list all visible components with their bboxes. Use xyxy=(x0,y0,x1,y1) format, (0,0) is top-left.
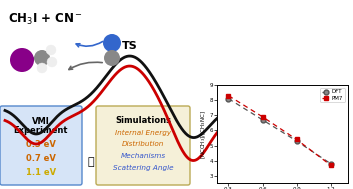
Circle shape xyxy=(47,57,57,67)
Y-axis label: [NCCH$_3$]/[CH$_3$NC]: [NCCH$_3$]/[CH$_3$NC] xyxy=(199,110,208,159)
Text: Distribution: Distribution xyxy=(122,141,164,147)
Circle shape xyxy=(253,119,275,141)
Circle shape xyxy=(34,50,50,66)
Circle shape xyxy=(296,116,308,128)
Text: Internal Energy: Internal Energy xyxy=(115,130,171,136)
Circle shape xyxy=(103,34,121,52)
Text: 0.3 eV: 0.3 eV xyxy=(26,140,56,149)
Text: Scattering Angle: Scattering Angle xyxy=(113,165,173,171)
DFT xyxy=(261,119,265,121)
DFT xyxy=(294,140,299,142)
Circle shape xyxy=(10,48,34,72)
Circle shape xyxy=(275,164,283,172)
Circle shape xyxy=(281,160,295,174)
FancyBboxPatch shape xyxy=(96,106,190,185)
Text: 🤝: 🤝 xyxy=(88,157,94,167)
Circle shape xyxy=(281,126,289,134)
Text: TS: TS xyxy=(122,41,137,51)
PM7 xyxy=(261,116,265,118)
Text: Mechanisms: Mechanisms xyxy=(120,153,166,159)
Circle shape xyxy=(275,120,283,128)
Text: PM7: PM7 xyxy=(248,117,276,130)
Text: 0.7 eV: 0.7 eV xyxy=(26,154,56,163)
DFT xyxy=(226,98,231,100)
Line: PM7: PM7 xyxy=(226,93,333,168)
Text: DFT: DFT xyxy=(248,101,271,111)
PM7 xyxy=(294,138,299,141)
PM7 xyxy=(329,164,333,166)
PM7 xyxy=(226,94,231,97)
Circle shape xyxy=(104,50,120,66)
FancyBboxPatch shape xyxy=(0,106,82,185)
Text: CH$_3$CN: CH$_3$CN xyxy=(304,105,340,119)
Legend: DFT, PM7: DFT, PM7 xyxy=(320,88,345,102)
Circle shape xyxy=(37,63,47,73)
Text: Simulations: Simulations xyxy=(115,116,171,125)
DFT xyxy=(329,163,333,165)
FancyArrowPatch shape xyxy=(76,42,103,47)
Text: CH$_3$I + CN$^-$: CH$_3$I + CN$^-$ xyxy=(8,12,83,27)
Circle shape xyxy=(277,155,285,163)
Circle shape xyxy=(307,117,317,127)
FancyArrowPatch shape xyxy=(69,62,102,70)
Line: DFT: DFT xyxy=(226,96,333,166)
Circle shape xyxy=(281,171,289,179)
Circle shape xyxy=(281,115,295,129)
Text: Experiment: Experiment xyxy=(14,126,68,135)
Circle shape xyxy=(253,159,275,181)
Circle shape xyxy=(306,162,316,172)
Text: CH$_3$NC: CH$_3$NC xyxy=(304,151,340,165)
Circle shape xyxy=(277,111,285,119)
Text: 1.1 eV: 1.1 eV xyxy=(26,168,56,177)
Text: VMI: VMI xyxy=(32,117,50,126)
Circle shape xyxy=(46,45,56,55)
Circle shape xyxy=(296,162,306,172)
